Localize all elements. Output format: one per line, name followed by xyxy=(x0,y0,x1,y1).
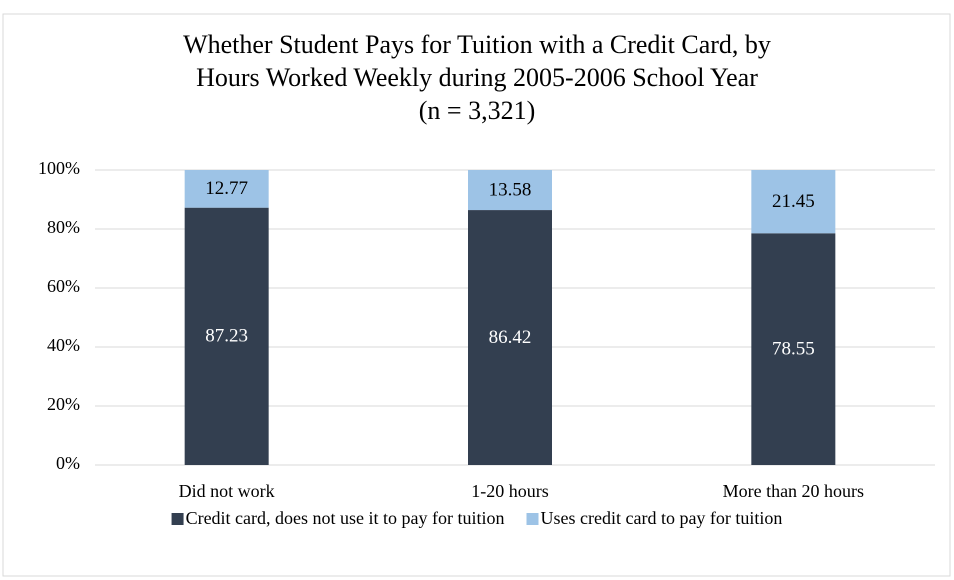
value-label: 12.77 xyxy=(205,178,248,199)
chart-title: Hours Worked Weekly during 2005-2006 Sch… xyxy=(196,63,758,92)
y-tick-label: 20% xyxy=(47,394,80,414)
bar-segment xyxy=(751,233,836,465)
legend-label: Uses credit card to pay for tuition xyxy=(541,508,783,528)
legend-swatch xyxy=(171,513,184,525)
value-label: 78.55 xyxy=(772,338,815,359)
bar-segment xyxy=(468,170,552,211)
y-tick-label: 60% xyxy=(47,276,80,296)
y-tick-label: 80% xyxy=(47,217,80,237)
legend-swatch xyxy=(526,513,539,525)
bar-segment xyxy=(184,170,269,208)
x-tick-label: Did not work xyxy=(179,481,275,501)
bar-segment xyxy=(751,170,836,234)
x-tick-label: More than 20 hours xyxy=(723,481,864,501)
value-label: 86.42 xyxy=(489,327,532,348)
chart-title: (n = 3,321) xyxy=(419,96,535,125)
value-label: 21.45 xyxy=(772,191,815,212)
bar-segment xyxy=(468,210,552,465)
x-tick-label: 1-20 hours xyxy=(471,481,549,501)
chart-title: Whether Student Pays for Tuition with a … xyxy=(183,30,771,59)
y-tick-label: 40% xyxy=(47,335,80,355)
legend-label: Credit card, does not use it to pay for … xyxy=(186,508,505,528)
y-tick-label: 100% xyxy=(38,158,80,178)
bar-segment xyxy=(184,207,269,465)
y-tick-label: 0% xyxy=(56,453,80,473)
value-label: 13.58 xyxy=(489,179,532,200)
value-label: 87.23 xyxy=(205,326,248,347)
